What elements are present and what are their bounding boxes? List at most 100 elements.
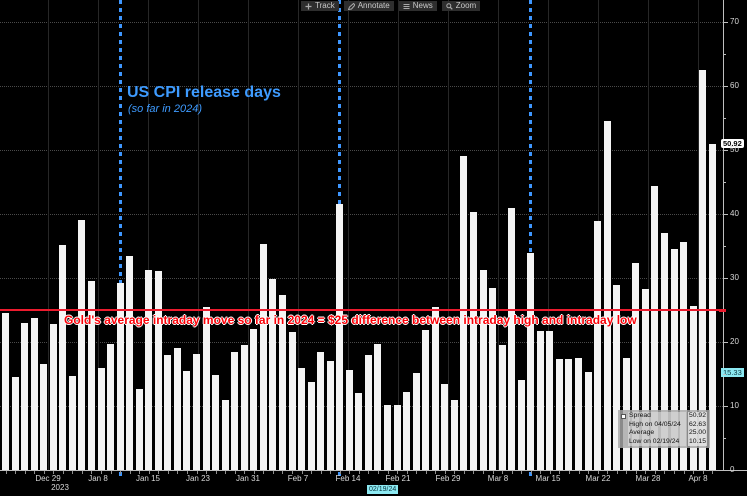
legend-label: Low on 02/19/24 — [628, 437, 686, 447]
x-tick — [559, 471, 561, 474]
bar — [565, 358, 573, 470]
bar — [555, 358, 563, 470]
cpi-dashed-line — [118, 0, 122, 478]
x-tick — [91, 471, 93, 474]
bar — [193, 353, 200, 470]
bar — [307, 382, 315, 470]
bar — [536, 331, 544, 470]
x-tick — [186, 471, 188, 474]
x-tick — [253, 471, 255, 474]
bar — [298, 368, 306, 470]
x-tick — [683, 471, 685, 474]
zoom-button-label: Zoom — [455, 1, 477, 10]
x-tick — [645, 471, 647, 474]
x-tick-label: Feb 29 — [435, 474, 461, 483]
bar — [364, 354, 372, 470]
bar — [670, 249, 678, 470]
x-tick — [712, 471, 714, 474]
x-tick — [215, 471, 217, 474]
legend-label: Average — [628, 429, 686, 438]
x-tick — [693, 471, 695, 474]
y-tick-label: 50 — [730, 145, 739, 155]
grid-line-v — [248, 0, 249, 470]
legend-value: 25.00 — [687, 429, 707, 438]
bar — [613, 284, 621, 470]
x-tick — [540, 471, 542, 474]
x-tick — [320, 471, 322, 474]
x-tick — [616, 471, 618, 474]
x-tick — [702, 471, 704, 474]
x-axis-line — [0, 470, 747, 471]
news-button[interactable]: News — [398, 1, 437, 11]
bar — [231, 352, 239, 470]
legend-row-low: Low on 02/19/24 10.15 — [621, 437, 707, 447]
track-button[interactable]: Track — [301, 1, 339, 11]
x-tick — [607, 471, 609, 474]
legend-row-average: Average 25.00 — [621, 429, 707, 438]
x-tick — [62, 471, 64, 474]
legend-label: Spread — [628, 412, 686, 421]
average-annotation: Gold's average intraday move so far in 2… — [64, 313, 637, 327]
bar — [527, 252, 535, 470]
x-tick — [72, 471, 74, 474]
grid-line-h — [0, 150, 723, 152]
bar — [40, 363, 48, 470]
news-button-label: News — [412, 1, 433, 10]
chart-toolbar: Track Annotate News Zoom — [301, 1, 481, 11]
bar — [240, 344, 248, 470]
y-axis-line — [723, 0, 724, 471]
grid-line-v — [348, 0, 349, 470]
x-tick — [511, 471, 513, 474]
magnifier-icon — [446, 2, 453, 10]
bar — [288, 331, 296, 470]
x-tick — [358, 471, 360, 474]
bar — [498, 345, 506, 470]
bar — [441, 383, 449, 470]
x-tick — [244, 471, 246, 474]
x-tick — [24, 471, 26, 474]
y-tick-label: 70 — [730, 17, 739, 27]
grid-line-v — [448, 0, 449, 470]
bar — [393, 404, 401, 470]
year-label: 2023 — [51, 483, 69, 492]
x-tick-label: Jan 23 — [185, 474, 211, 483]
x-tick — [492, 471, 494, 474]
x-tick — [15, 471, 17, 474]
legend-label: High on 04/05/24 — [628, 420, 686, 430]
x-tick — [53, 471, 55, 474]
bar — [336, 203, 344, 470]
x-tick — [435, 471, 437, 474]
x-tick — [387, 471, 389, 474]
series-marker-icon — [621, 413, 626, 419]
zoom-button[interactable]: Zoom — [441, 1, 481, 11]
x-tick — [225, 471, 227, 474]
y-tick-label: 30 — [730, 273, 739, 283]
x-tick — [578, 471, 580, 474]
x-tick — [148, 471, 150, 474]
bar — [517, 379, 525, 470]
annotate-button[interactable]: Annotate — [343, 1, 394, 11]
bar — [374, 344, 382, 470]
bar — [135, 388, 143, 470]
bar — [575, 358, 582, 470]
annotate-button-label: Annotate — [357, 1, 390, 10]
grid-line-h — [0, 214, 723, 216]
bar — [355, 393, 363, 470]
grid-line-v — [398, 0, 399, 470]
bar — [403, 391, 411, 470]
y-tick-label: 40 — [730, 209, 739, 219]
bar — [546, 331, 554, 470]
bar — [269, 279, 277, 470]
x-tick — [463, 471, 465, 474]
bar — [107, 344, 115, 470]
bar — [641, 289, 649, 470]
x-tick — [406, 471, 408, 474]
grid-line-v — [498, 0, 499, 470]
x-tick-label: Dec 29 — [35, 474, 61, 483]
x-tick — [454, 471, 456, 474]
x-tick — [473, 471, 475, 474]
bar — [116, 283, 124, 470]
x-tick — [349, 471, 351, 474]
plus-icon — [305, 3, 312, 10]
legend-row-high: High on 04/05/24 62.63 — [621, 420, 707, 430]
